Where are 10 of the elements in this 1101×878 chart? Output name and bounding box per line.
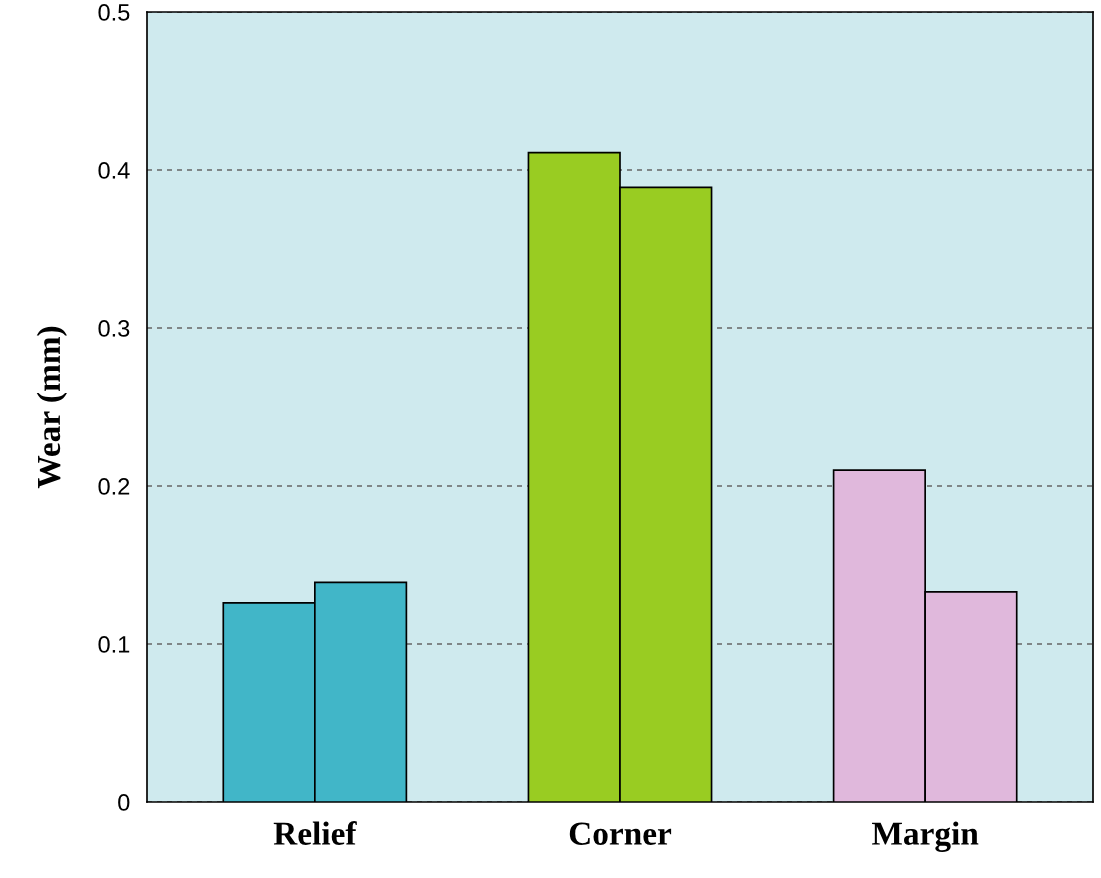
x-tick-label: Relief xyxy=(273,821,357,845)
y-tick-label: 0.5 xyxy=(98,4,130,21)
x-tick-label: Margin xyxy=(872,821,979,852)
y-axis-title: Wear (mm) xyxy=(36,326,67,489)
y-tick-label: 0.1 xyxy=(98,636,130,653)
y-tick-label: 0.3 xyxy=(98,320,130,337)
y-tick-label: 0.4 xyxy=(98,162,130,179)
x-tick-label: Corner xyxy=(569,822,672,845)
y-tick-label: 0.2 xyxy=(98,478,130,495)
y-tick-label: 0 xyxy=(118,794,130,811)
